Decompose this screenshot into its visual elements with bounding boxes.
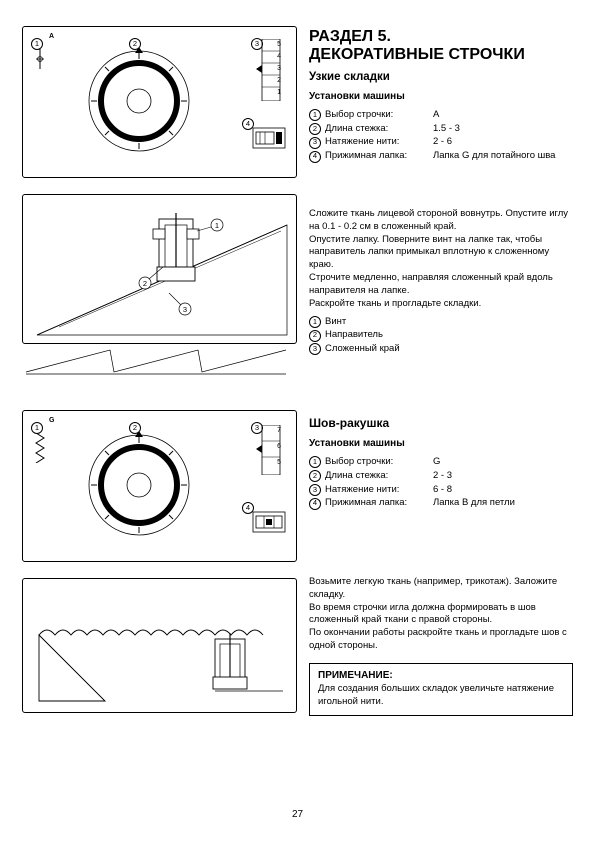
figure-stack-2: 1 2 3 [22,190,297,380]
sewing-foot-illustration: 1 2 3 [29,201,289,337]
legend-1: 1Винт 2Направитель 3Сложенный край [309,315,573,356]
instructions-2: Возьмите легкую ткань (например, трикота… [309,576,573,653]
section-3-text: Шов-ракушка Установки машины 1Выбор стро… [309,392,573,562]
setting-num: 4 [309,151,321,163]
presser-foot-g-icon [252,127,286,149]
figure-dial-g: 1 G 2 3 [22,410,297,562]
instructions-1: Сложите ткань лицевой стороной вовнутрь.… [309,208,573,311]
stitch-length-dial-icon [79,41,199,161]
machine-settings-heading: Установки машины [309,91,573,102]
svg-text:2: 2 [143,279,147,288]
note-text: Для создания больших складок увеличьте н… [318,683,564,709]
figure-shell-result [22,578,297,713]
callout-1: 1 [31,422,43,434]
tension-scale-icon [256,39,286,101]
setting-num: 2 [309,123,321,135]
section-title: РАЗДЕЛ 5. ДЕКОРАТИВНЫЕ СТРОЧКИ [309,28,573,65]
svg-text:1: 1 [215,221,219,230]
presser-foot-b-icon [252,511,286,533]
figure-tucked-result [22,344,297,380]
svg-text:3: 3 [183,305,187,314]
shell-tuck-illustration [29,585,289,705]
stitch-letter-g: G [49,417,54,424]
section-4-text: Возьмите легкую ткань (например, трикота… [309,574,573,716]
stitch-length-dial-icon [79,425,199,545]
narrow-tucks-heading: Узкие складки [309,71,573,83]
settings-list-1: 1Выбор строчки:A 2Длина стежка:1.5 - 3 3… [309,108,573,163]
straight-stitch-icon [33,49,47,69]
tucks-result-illustration [22,344,292,378]
note-box: ПРИМЕЧАНИЕ: Для создания больших складок… [309,663,573,716]
figure-foot-on-fabric: 1 2 3 [22,194,297,344]
shell-stitch-icon [33,433,47,463]
callout-1: 1 [31,38,43,50]
section-1-text: РАЗДЕЛ 5. ДЕКОРАТИВНЫЕ СТРОЧКИ Узкие скл… [309,26,573,178]
settings-list-2: 1Выбор строчки:G 2Длина стежка:2 - 3 3На… [309,455,573,510]
setting-num: 3 [309,137,321,149]
stitch-letter: A [49,33,54,40]
page-number: 27 [0,809,595,820]
shell-tuck-heading: Шов-ракушка [309,416,573,430]
tension-scale-icon [256,425,286,475]
setting-num: 1 [309,109,321,121]
machine-settings-heading-2: Установки машины [309,438,573,449]
note-title: ПРИМЕЧАНИЕ: [318,670,564,681]
figure-dial-a: 1 A 2 [22,26,297,178]
section-2-text: Сложите ткань лицевой стороной вовнутрь.… [309,190,573,380]
